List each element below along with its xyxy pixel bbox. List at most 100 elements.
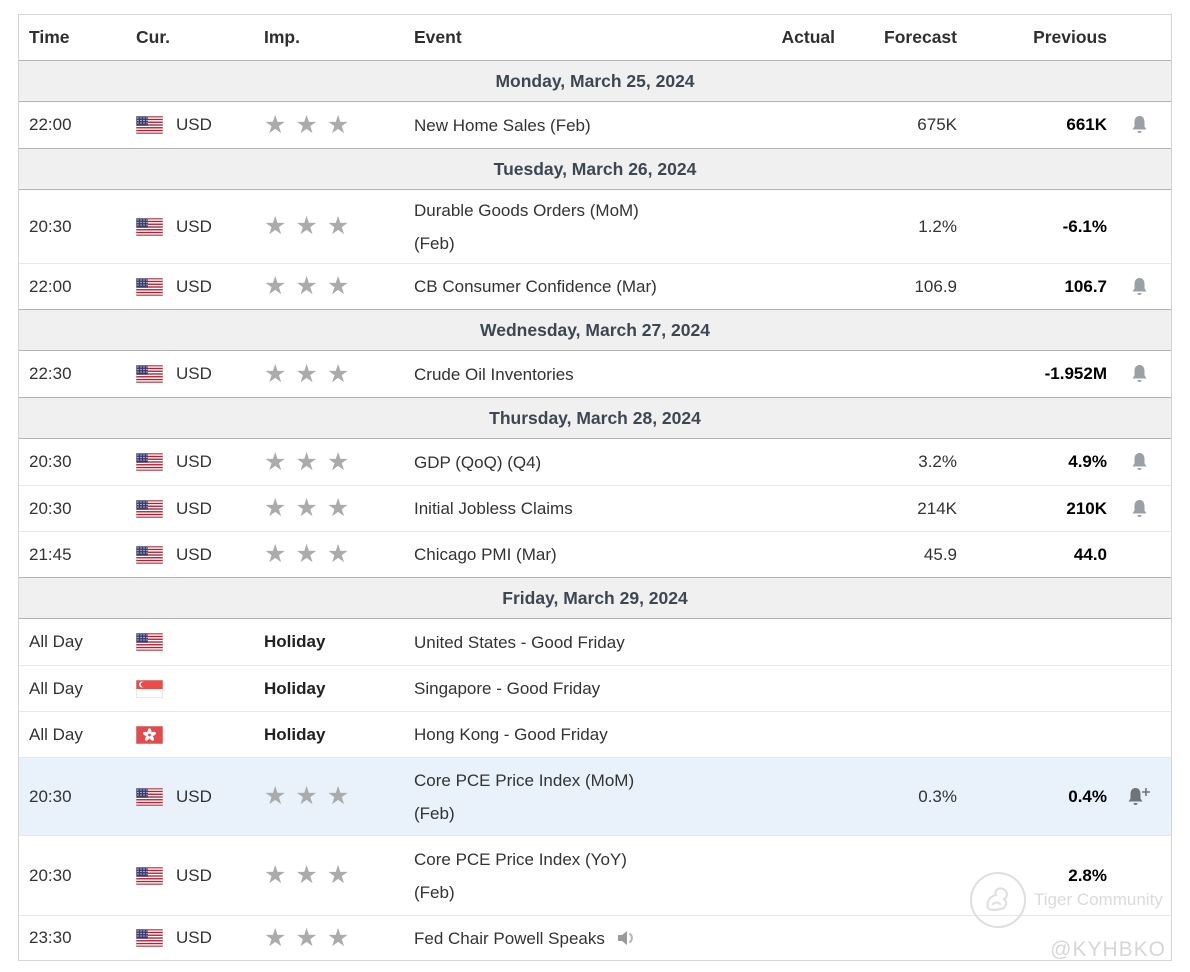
economic-calendar-table: Time Cur. Imp. Event Actual Forecast Pre… (18, 14, 1172, 961)
event-row[interactable]: 22:30 USD ★★★ Crude Oil Inventories -1.952M (19, 351, 1171, 397)
event-previous: 0.4% (1068, 786, 1107, 806)
importance-stars-icon: ★★★ (264, 359, 359, 388)
bell-icon[interactable] (1131, 115, 1148, 135)
event-name: Chicago PMI (Mar) (414, 538, 772, 571)
event-forecast: 1.2% (918, 216, 957, 236)
importance-stars-icon: ★★★ (264, 861, 359, 889)
event-previous: 106.7 (1064, 276, 1107, 296)
currency-code: USD (176, 276, 212, 296)
currency-code: USD (176, 498, 212, 518)
event-time: All Day (29, 678, 83, 698)
event-importance: Holiday (264, 679, 414, 699)
us-flag-icon (136, 277, 163, 296)
importance-stars-icon: ★★★ (264, 447, 359, 476)
us-flag-icon (136, 217, 163, 236)
event-name: Singapore - Good Friday (414, 672, 772, 705)
event-time: 22:30 (29, 364, 72, 383)
bell-cell (1107, 499, 1171, 519)
event-time: 20:30 (29, 216, 72, 236)
event-time: All Day (29, 632, 83, 651)
date-band: Thursday, March 28, 2024 (19, 397, 1171, 439)
event-currency: USD (136, 499, 264, 519)
event-importance: Holiday (264, 725, 414, 745)
event-forecast: 214K (917, 498, 957, 518)
event-row[interactable]: 22:00 USD ★★★ New Home Sales (Feb) 675K 661K (19, 102, 1171, 148)
date-band: Friday, March 29, 2024 (19, 577, 1171, 619)
event-name-line: CB Consumer Confidence (Mar) (414, 270, 764, 303)
event-row[interactable]: All Day Holiday Singapore - Good Friday (19, 665, 1171, 711)
event-name: Fed Chair Powell Speaks (414, 922, 772, 955)
bell-icon[interactable] (1131, 364, 1148, 384)
event-row[interactable]: 22:00 USD ★★★ CB Consumer Confidence (Mar) 1… (19, 263, 1171, 309)
event-row[interactable]: 20:30 USD ★★★ Core PCE Price Index (MoM) (Fe… (19, 757, 1171, 835)
event-row[interactable]: 20:30 USD ★★★ GDP (QoQ) (Q4) 3.2% 4.9% (19, 439, 1171, 485)
event-importance: ★★★ (264, 863, 414, 888)
us-flag-icon (136, 365, 163, 383)
event-row[interactable]: All Day Holiday United States - Good Frida… (19, 619, 1171, 665)
us-flag-icon (136, 453, 163, 471)
event-time: 21:45 (29, 544, 72, 564)
event-time: 23:30 (29, 928, 72, 947)
event-name: GDP (QoQ) (Q4) (414, 446, 772, 479)
calendar-header-row: Time Cur. Imp. Event Actual Forecast Pre… (19, 15, 1171, 60)
bell-icon[interactable] (1131, 277, 1148, 297)
header-forecast: Forecast (884, 27, 957, 47)
event-currency: USD (136, 364, 264, 384)
event-previous: 210K (1066, 498, 1107, 518)
event-importance: Holiday (264, 632, 414, 652)
event-row[interactable]: 23:30 USD ★★★ Fed Chair Powell Speaks (19, 915, 1171, 960)
event-row[interactable]: 20:30 USD ★★★ Durable Goods Orders (MoM) (Fe… (19, 190, 1171, 263)
event-previous: -1.952M (1044, 364, 1107, 383)
event-row[interactable]: 20:30 USD ★★★ Initial Jobless Claims 214K 210… (19, 485, 1171, 531)
event-name-line2: (Feb) (414, 803, 455, 823)
speaker-icon[interactable] (615, 927, 638, 949)
importance-stars-icon: ★★★ (264, 110, 359, 139)
event-currency: USD (136, 928, 264, 948)
event-currency (136, 633, 264, 651)
event-importance: ★★★ (264, 784, 414, 809)
event-name: United States - Good Friday (414, 626, 772, 659)
currency-code: USD (176, 928, 212, 947)
event-currency: USD (136, 787, 264, 807)
event-name-line2: (Feb) (414, 233, 455, 253)
us-flag-icon (136, 633, 163, 651)
event-forecast: 45.9 (923, 544, 957, 564)
event-name-line: Singapore - Good Friday (414, 672, 764, 705)
importance-stars-icon: ★★★ (264, 923, 359, 952)
event-name-line2: (Feb) (414, 882, 455, 902)
header-currency: Cur. (136, 27, 171, 47)
header-importance: Imp. (264, 27, 300, 47)
event-currency (136, 725, 264, 744)
event-name-line: United States - Good Friday (414, 626, 764, 659)
bell-icon[interactable] (1131, 499, 1148, 519)
event-name: CB Consumer Confidence (Mar) (414, 270, 772, 303)
currency-code: USD (176, 865, 212, 885)
event-name: Initial Jobless Claims (414, 492, 772, 525)
header-previous: Previous (1033, 27, 1107, 47)
bell-icon[interactable] (1131, 452, 1148, 472)
event-time: All Day (29, 724, 83, 744)
event-name-line: Durable Goods Orders (MoM) (414, 194, 764, 227)
event-row[interactable]: 20:30 USD ★★★ Core PCE Price Index (YoY) (Fe… (19, 835, 1171, 915)
event-name: New Home Sales (Feb) (414, 109, 772, 142)
event-importance: ★★★ (264, 274, 414, 299)
event-row[interactable]: All Day Holiday Hong Kong - Good Friday (19, 711, 1171, 757)
event-previous: -6.1% (1062, 216, 1107, 236)
event-name-text: CB Consumer Confidence (Mar) (414, 277, 657, 296)
event-importance: ★★★ (264, 447, 414, 476)
holiday-label: Holiday (264, 632, 326, 651)
event-name-line: Initial Jobless Claims (414, 492, 764, 525)
event-forecast: 3.2% (918, 452, 957, 471)
event-time: 20:30 (29, 452, 72, 471)
event-name-line: Core PCE Price Index (YoY) (414, 843, 764, 876)
holiday-label: Holiday (264, 724, 326, 744)
event-name-text: Core PCE Price Index (YoY) (414, 849, 627, 869)
header-time: Time (29, 27, 70, 47)
event-name-line: GDP (QoQ) (Q4) (414, 446, 764, 479)
bell-plus-icon[interactable] (1127, 787, 1151, 807)
event-name-line: New Home Sales (Feb) (414, 109, 764, 142)
holiday-label: Holiday (264, 678, 326, 698)
us-flag-icon (136, 116, 163, 134)
event-previous: 4.9% (1068, 452, 1107, 471)
event-row[interactable]: 21:45 USD ★★★ Chicago PMI (Mar) 45.9 44.0 (19, 531, 1171, 577)
